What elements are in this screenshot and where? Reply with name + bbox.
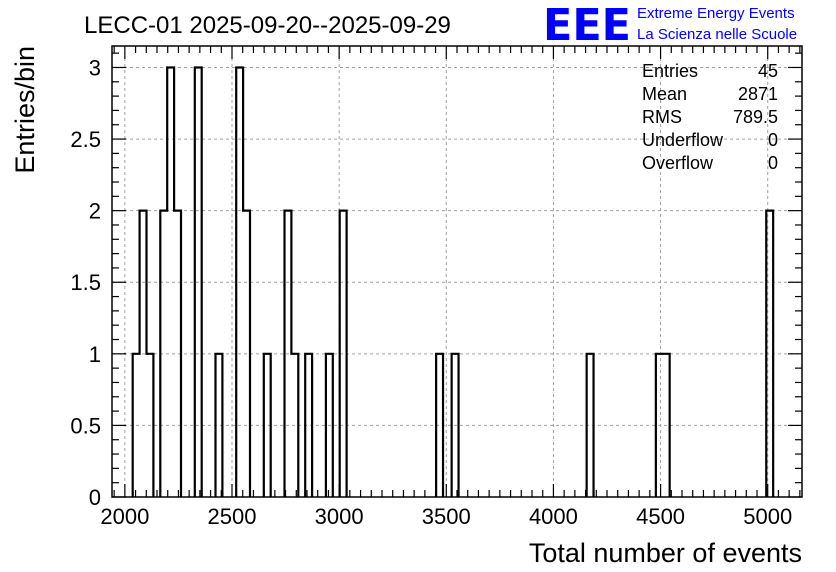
histogram-outline — [131, 66, 775, 497]
y-tick-label: 1 — [89, 342, 101, 367]
stat-label: Entries — [642, 61, 698, 81]
x-tick-labels: 2000 2500 3000 3500 4000 4500 5000 — [100, 504, 792, 529]
y-tick-label: 1.5 — [70, 270, 101, 295]
stat-value: 0 — [768, 153, 778, 173]
stat-value: 789.5 — [733, 107, 778, 127]
logo-line-2: La Scienza nelle Scuole — [637, 26, 797, 43]
x-tick-label: 3000 — [315, 504, 364, 529]
stats-box: Entries 45 Mean 2871 RMS 789.5 Underflow 0 Overf… — [642, 61, 778, 173]
y-tick-label: 2.5 — [70, 127, 101, 152]
logo-line-1: Extreme Energy Events — [637, 5, 795, 22]
y-tick-label: 0 — [89, 485, 101, 510]
stat-value: 0 — [768, 130, 778, 150]
y-tick-label: 2 — [89, 199, 101, 224]
x-tick-label: 3500 — [422, 504, 471, 529]
stat-label: RMS — [642, 107, 682, 127]
y-tick-label: 3 — [89, 55, 101, 80]
y-tick-label: 0.5 — [70, 413, 101, 438]
x-axis-label: Total number of events — [529, 538, 802, 568]
axis-ticks — [112, 46, 802, 498]
eee-logo: EEE Extreme Energy Events La Scienza nel… — [543, 0, 797, 51]
x-tick-label: 2000 — [100, 504, 149, 529]
y-tick-labels: 0 0.5 1 1.5 2 2.5 3 — [70, 55, 101, 510]
stat-value: 2871 — [738, 84, 778, 104]
stat-label: Mean — [642, 84, 687, 104]
x-tick-label: 2500 — [208, 504, 257, 529]
chart-title: LECC-01 2025-09-20--2025-09-29 — [84, 12, 451, 39]
histogram — [131, 66, 775, 497]
y-axis-label: Entries/bin — [10, 46, 40, 174]
x-tick-label: 5000 — [743, 504, 792, 529]
x-tick-label: 4500 — [636, 504, 685, 529]
eee-logo-mark: EEE — [543, 0, 631, 51]
stat-value: 45 — [758, 61, 778, 81]
stat-label: Underflow — [642, 130, 724, 150]
x-tick-label: 4000 — [529, 504, 578, 529]
stat-label: Overflow — [642, 153, 714, 173]
